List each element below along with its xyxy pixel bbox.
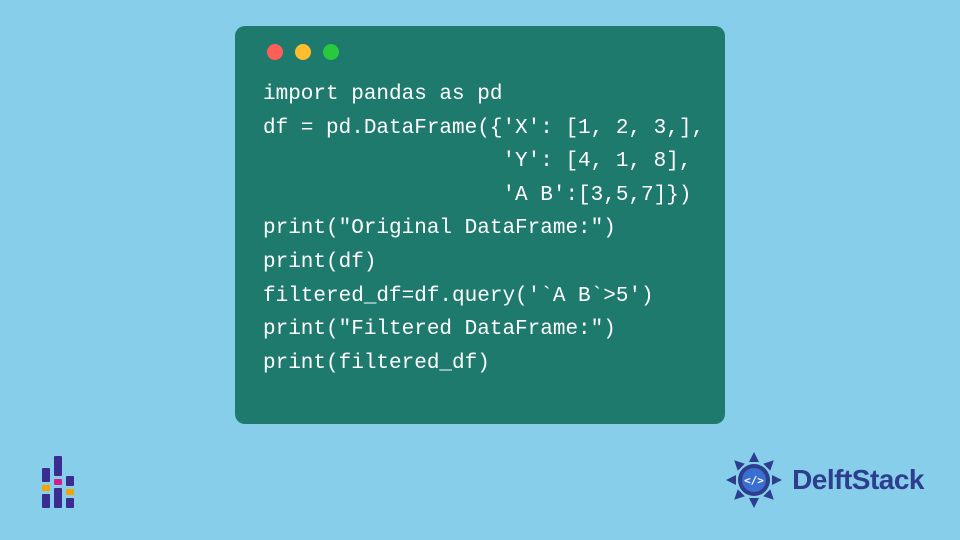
brand-name: DelftStack	[792, 464, 924, 496]
minimize-icon[interactable]	[295, 44, 311, 60]
code-line: import pandas as pd	[263, 83, 502, 106]
code-line: print(filtered_df)	[263, 352, 490, 375]
code-line: print(df)	[263, 251, 376, 274]
code-line: print("Original DataFrame:")	[263, 217, 616, 240]
left-bar-logo-icon	[42, 458, 74, 508]
close-icon[interactable]	[267, 44, 283, 60]
code-line: filtered_df=df.query('`A B`>5')	[263, 285, 654, 308]
maximize-icon[interactable]	[323, 44, 339, 60]
brand-logo: </> DelftStack	[722, 448, 924, 512]
code-line: 'Y': [4, 1, 8],	[263, 150, 691, 173]
mandala-icon: </>	[722, 448, 786, 512]
code-line: 'A B':[3,5,7]})	[263, 184, 691, 207]
svg-text:</>: </>	[744, 474, 764, 487]
code-line: df = pd.DataFrame({'X': [1, 2, 3,],	[263, 117, 704, 140]
window-traffic-lights	[267, 44, 697, 60]
code-line: print("Filtered DataFrame:")	[263, 318, 616, 341]
code-block: import pandas as pd df = pd.DataFrame({'…	[263, 78, 697, 380]
code-window: import pandas as pd df = pd.DataFrame({'…	[235, 26, 725, 424]
